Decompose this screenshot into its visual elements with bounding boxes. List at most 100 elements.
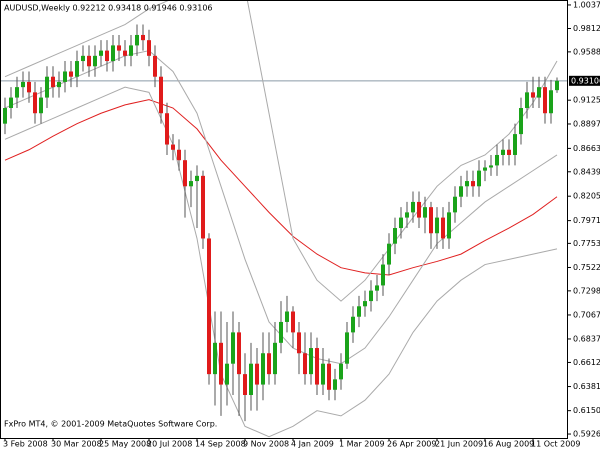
candle-body [177,149,181,161]
candle-body [447,212,451,239]
candle-body [525,92,529,109]
candle-body [549,90,553,114]
y-tick-label: 0.59260 [573,430,600,439]
indicator-line [4,86,558,438]
candle-body [183,160,187,187]
candle-body [249,363,253,396]
x-tick-label: 16 Aug 2009 [483,440,534,449]
candle-body [195,175,199,182]
candle-body [21,81,25,88]
candle-body [333,379,337,390]
candle-body [129,45,133,56]
candle-body [153,55,157,77]
candle-body [237,332,241,375]
last-price-box [569,75,600,86]
candle-body [459,186,463,197]
candle-body [207,238,211,375]
candle-body [375,285,379,291]
candle-body [135,34,139,46]
last-price-label: 0.93106 [571,76,600,85]
x-tick-label: 21 Jun 2009 [435,440,483,449]
candle-body [105,50,109,62]
candle-body [417,201,421,218]
candle-body [321,363,325,385]
candle-body [225,363,229,385]
candle-body [273,342,277,375]
candle-body [117,45,121,51]
candle-body [309,348,313,375]
candle-body [213,342,217,375]
candle-body [423,207,427,218]
candle-body [123,50,127,56]
candle-body [345,332,349,364]
candle-body [489,165,493,168]
candle-body [9,97,13,109]
candle-body [159,76,163,114]
candle-body [501,149,505,155]
candle-body [189,181,193,187]
candle-body [219,342,223,385]
x-tick-label: 30 Mar 2008 [51,440,102,449]
x-tick-label: 4 Jan 2009 [291,440,334,449]
candle-body [51,76,55,88]
x-tick-label: 14 Sep 2008 [195,440,246,449]
candle-body [435,217,439,234]
x-tick-label: 3 Feb 2008 [3,440,48,449]
x-tick-label: 26 Apr 2009 [387,440,436,449]
candle-body [453,196,457,213]
candle-body [543,87,547,114]
candle-body [441,217,445,239]
x-tick-label: 25 May 2008 [99,440,151,449]
candle-body [45,76,49,98]
candle-body [231,332,235,364]
candle-body [471,181,475,187]
footer: FxPro MT4, © 2001-2009 MetaQuotes Softwa… [4,420,217,429]
candle-body [171,144,175,150]
candle-body [531,92,535,98]
candle-body [465,181,469,187]
candle-body [315,348,319,385]
indicator-line [4,0,558,302]
candle-body [33,92,37,114]
x-tick-label: 20 Jul 2008 [147,440,192,449]
candle-body [285,311,289,322]
x-tick-label: 9 Nov 2008 [243,440,289,449]
chart-title: AUDUSD,Weekly 0.92212 0.93418 0.91946 0.… [4,4,213,13]
plot-area [0,0,567,438]
y-tick-label: 1.00375 [573,0,600,9]
candle-body [69,71,73,77]
candle-body [81,55,85,62]
candle-body [339,363,343,380]
candle-body [429,207,433,234]
candle-body [399,217,403,229]
candle-body [297,332,301,354]
candle-body [99,50,103,56]
candle-body [75,61,79,77]
candle-body [477,170,481,187]
candle-body [93,55,97,67]
candle-body [147,40,151,56]
candle-body [537,87,541,98]
candle-body [27,81,31,93]
candle-body [255,363,259,385]
candle-body [357,306,361,317]
candle-body [555,80,559,91]
candle-body [483,167,487,171]
candle-body [327,363,331,390]
